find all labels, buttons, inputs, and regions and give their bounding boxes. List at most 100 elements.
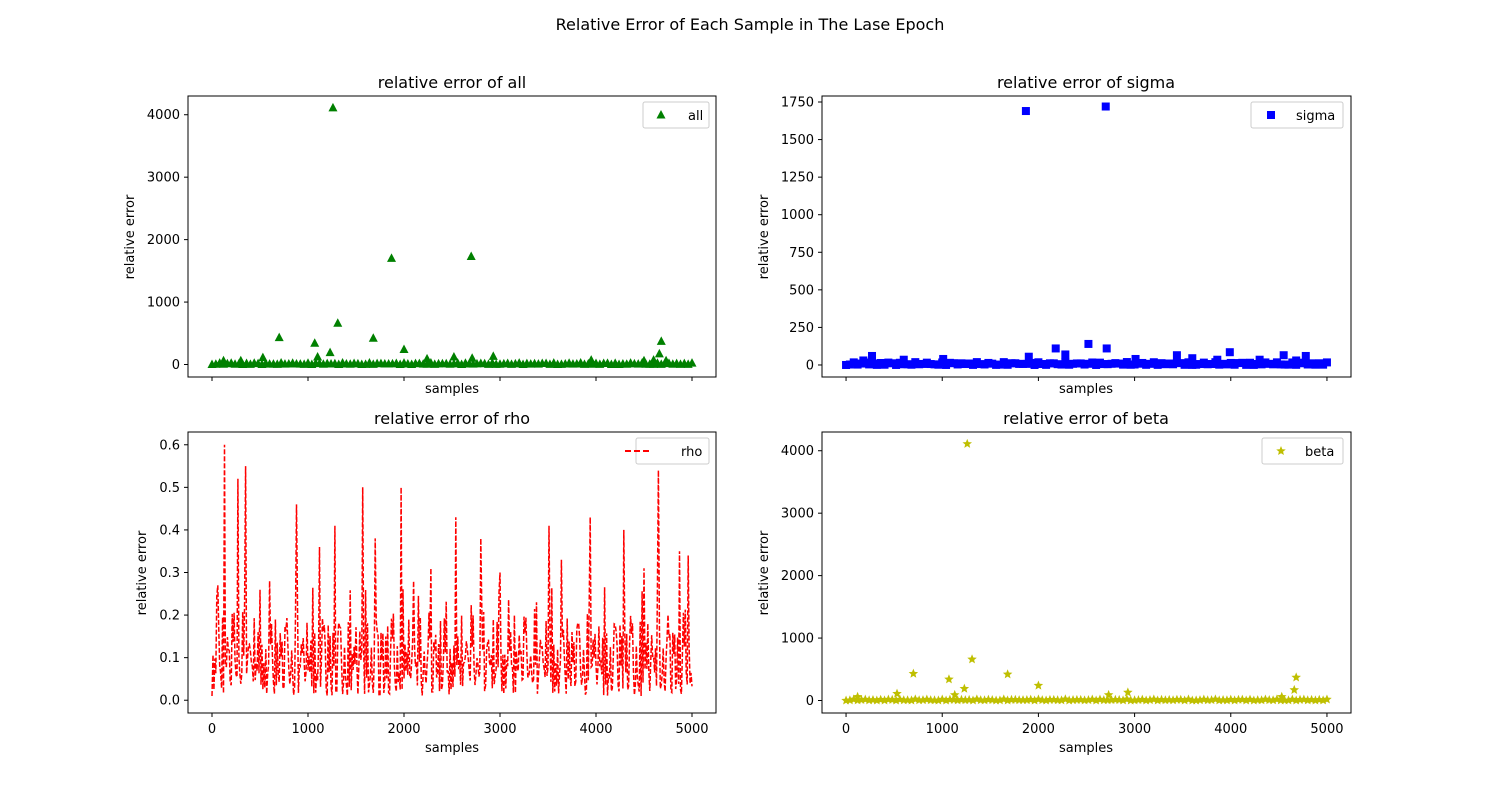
- y-tick-label: 3000: [781, 507, 814, 522]
- data-point: [1225, 348, 1234, 357]
- data-point: [1033, 680, 1044, 690]
- data-point: [236, 355, 246, 365]
- data-point: [1292, 356, 1301, 365]
- x-tick-label: 5000: [675, 722, 708, 737]
- data-point: [328, 102, 338, 112]
- y-tick-label: 4000: [781, 444, 814, 459]
- data-point: [1052, 695, 1063, 705]
- data-point: [891, 695, 901, 705]
- panel-title: relative error of rho: [374, 409, 530, 428]
- data-point: [952, 695, 963, 705]
- data-point: [1045, 694, 1055, 704]
- data-point: [325, 347, 335, 357]
- data-point: [1141, 695, 1151, 705]
- data-point: [991, 695, 1001, 705]
- data-point: [1101, 102, 1110, 111]
- data-point: [1102, 695, 1113, 705]
- x-tick-label: 2000: [1022, 722, 1055, 737]
- data-point: [1006, 694, 1017, 704]
- data-point: [1002, 695, 1013, 705]
- y-tick-label: 0: [806, 694, 814, 709]
- legend-symbol: [1276, 446, 1286, 456]
- data-point: [960, 695, 971, 705]
- y-tick-label: 250: [789, 321, 814, 336]
- legend: all: [642, 101, 710, 129]
- data-point: [1122, 694, 1132, 704]
- data-point: [1279, 351, 1288, 360]
- data-point: [1222, 695, 1232, 705]
- data-point: [1021, 107, 1030, 116]
- data-point: [1206, 695, 1217, 705]
- legend-box: [1250, 101, 1344, 129]
- data-point: [995, 695, 1005, 705]
- data-point: [852, 691, 863, 701]
- data-point: [939, 354, 948, 363]
- data-point: [1214, 695, 1224, 705]
- data-point: [1160, 695, 1171, 705]
- y-axis-label: relative error: [757, 194, 772, 279]
- data-point: [639, 355, 649, 365]
- y-tick-label: 0: [172, 358, 180, 373]
- data-point: [959, 683, 970, 693]
- data-point: [1022, 695, 1032, 705]
- data-point: [1083, 695, 1094, 705]
- panel-title: relative error of sigma: [997, 73, 1175, 92]
- legend: sigma: [1250, 101, 1344, 129]
- data-point: [906, 695, 917, 705]
- x-axis-label: samples: [425, 382, 479, 397]
- data-point: [258, 352, 268, 362]
- data-point: [1264, 695, 1274, 705]
- panel-title: relative error of beta: [1003, 409, 1169, 428]
- legend-label: all: [688, 109, 703, 124]
- plot-area: 0 1000 2000 3000 4000 0 1000 2000 3000 4000 5000: [781, 431, 1352, 737]
- data-point: [1179, 695, 1190, 705]
- data-point: [879, 695, 890, 705]
- x-tick-label: 5000: [1310, 722, 1343, 737]
- data-point: [1064, 695, 1074, 705]
- y-tick-label: 1500: [781, 133, 814, 148]
- legend-label: beta: [1305, 445, 1334, 460]
- data-point: [1233, 694, 1244, 704]
- data-point: [313, 352, 323, 361]
- data-point: [892, 688, 902, 698]
- y-tick-label: 1000: [147, 296, 180, 311]
- x-tick-label: 0: [208, 722, 216, 737]
- data-point: [845, 695, 855, 705]
- y-tick-label: 0.1: [159, 651, 180, 666]
- data-point: [1002, 669, 1013, 679]
- data-point: [1255, 355, 1264, 364]
- data-point: [1079, 695, 1090, 705]
- x-tick-label: 1000: [291, 722, 324, 737]
- data-point: [1168, 695, 1178, 705]
- data-point: [1129, 695, 1140, 705]
- legend-label: sigma: [1296, 109, 1335, 124]
- data-point: [1276, 691, 1287, 701]
- data-point: [310, 338, 320, 347]
- panel-rho: relative error of rho samples relative e…: [135, 409, 717, 756]
- x-axis-label: samples: [425, 741, 479, 756]
- data-point: [1249, 695, 1259, 705]
- data-point: [1103, 689, 1114, 699]
- panel-all: relative error of all samples relative e…: [123, 73, 717, 397]
- data-point: [1318, 695, 1328, 705]
- data-point: [1283, 695, 1294, 705]
- data-point: [1256, 695, 1267, 705]
- data-point: [1010, 694, 1021, 704]
- y-tick-label: 0: [806, 358, 814, 373]
- data-point: [1295, 694, 1305, 704]
- data-point: [467, 353, 477, 362]
- data-point: [1091, 695, 1101, 705]
- data-point: [859, 356, 868, 365]
- y-axis-label: relative error: [757, 530, 772, 615]
- data-point: [967, 654, 977, 664]
- data-point: [1289, 684, 1300, 694]
- data-point: [333, 318, 343, 327]
- x-tick-label: 3000: [1118, 722, 1151, 737]
- data-point: [899, 355, 908, 364]
- data-point: [868, 351, 877, 360]
- legend: rho: [625, 437, 710, 465]
- data-point: [856, 694, 867, 704]
- plot-area: 0 250 500 750 1000 1250 1500 1750: [781, 95, 1352, 381]
- data-point: [466, 251, 476, 260]
